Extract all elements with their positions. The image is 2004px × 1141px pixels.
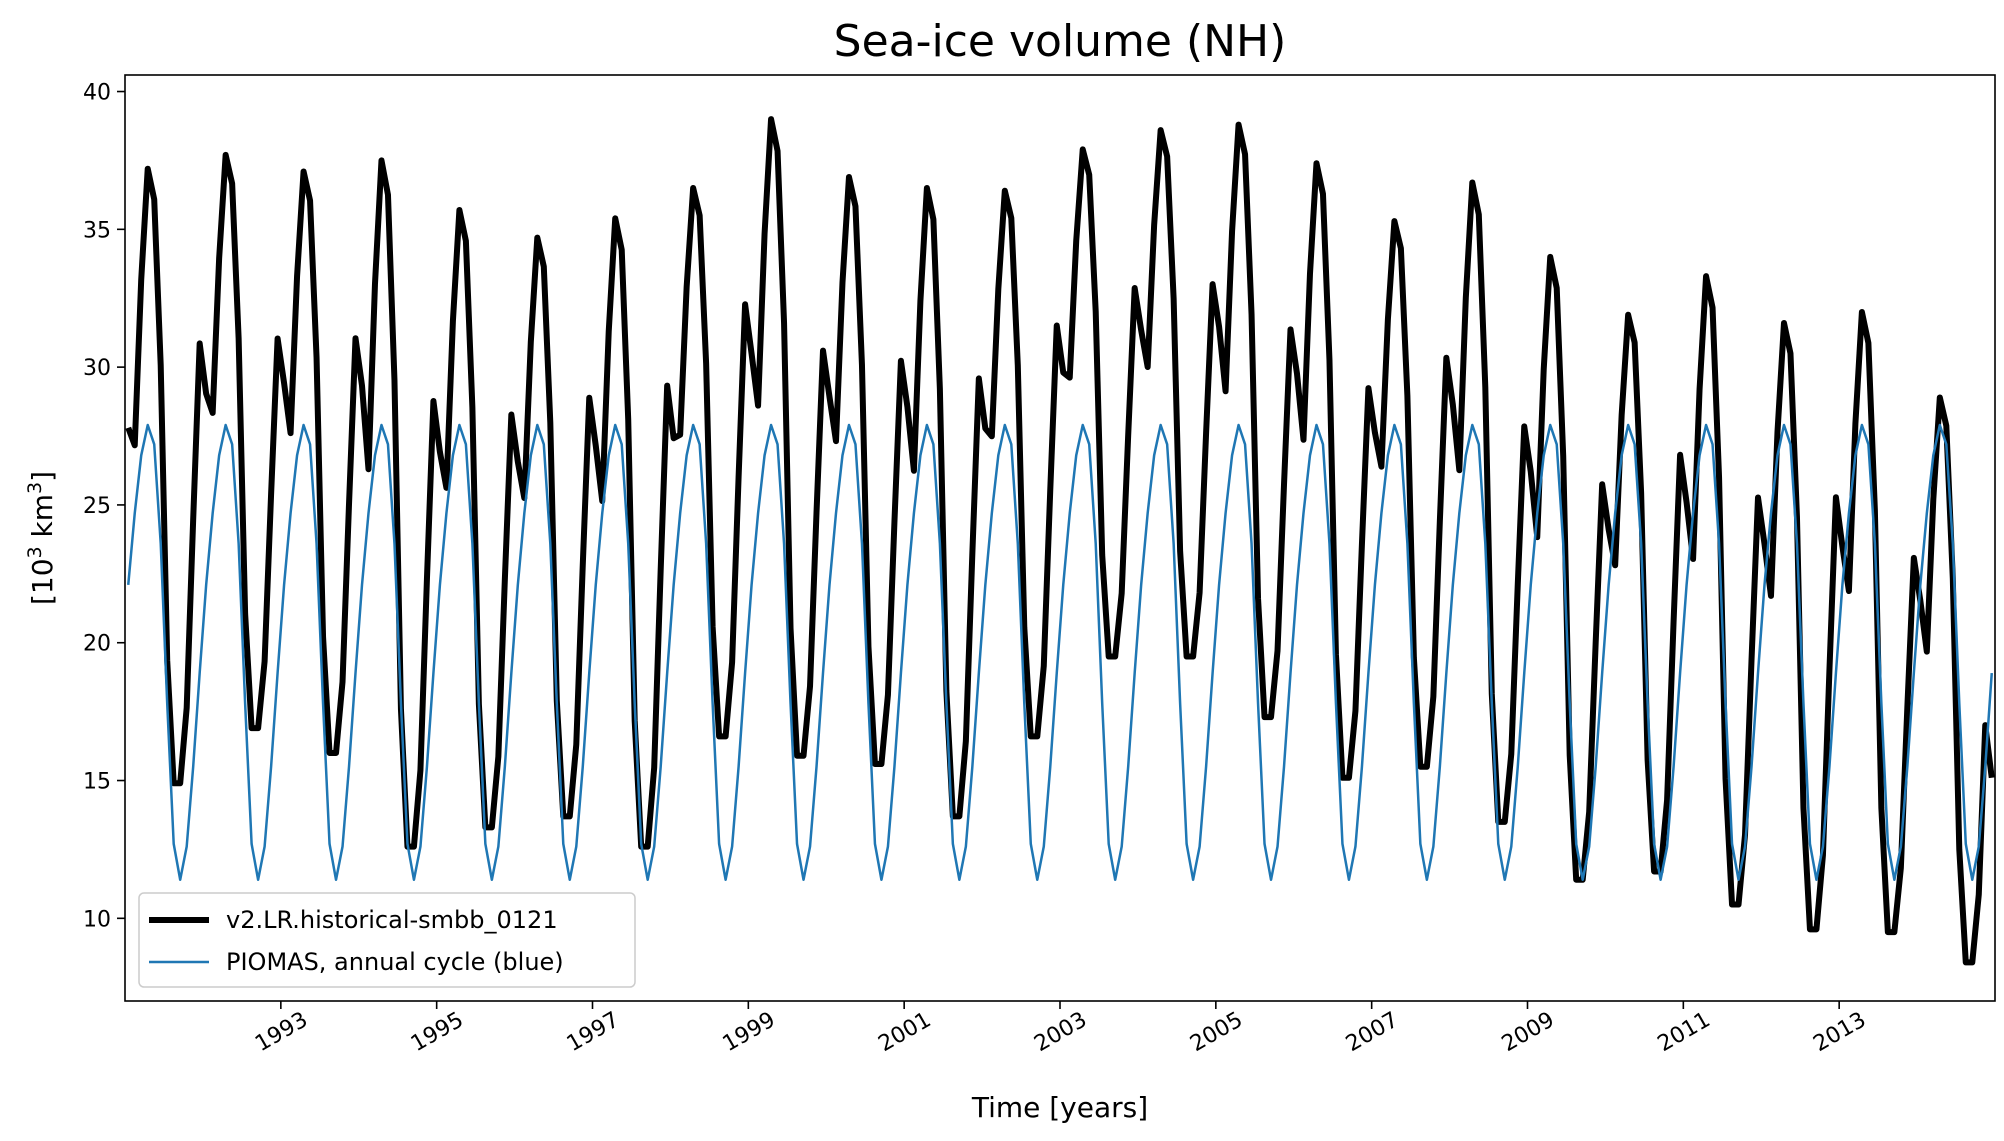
y-tick-label: 20	[83, 632, 111, 657]
x-tick-label: 2013	[1809, 1007, 1870, 1057]
y-tick-label: 30	[83, 356, 111, 381]
x-tick-label: 2005	[1186, 1007, 1247, 1057]
y-tick-label: 10	[83, 907, 111, 932]
x-axis-label: Time [years]	[971, 1091, 1148, 1124]
y-axis-ticks: 10 15 20 25 30 35 40	[83, 81, 125, 932]
legend-box	[138, 892, 636, 988]
series-line-model	[125, 116, 1995, 966]
legend-label-model: v2.LR.historical-smbb_0121	[226, 906, 558, 934]
legend: v2.LR.historical-smbb_0121 PIOMAS, annua…	[138, 892, 636, 988]
x-tick-label: 1999	[719, 1007, 780, 1057]
plot-frame	[124, 74, 1996, 1002]
series-layer	[125, 116, 1995, 966]
chart-title: Sea-ice volume (NH)	[834, 16, 1287, 67]
y-tick-label: 35	[83, 218, 111, 243]
y-tick-label: 25	[83, 494, 111, 519]
x-tick-label: 2001	[874, 1007, 935, 1057]
y-tick-label: 15	[83, 770, 111, 795]
series-line-piomas	[127, 423, 1993, 881]
x-tick-label: 2007	[1342, 1007, 1403, 1057]
x-tick-label: 1995	[407, 1007, 468, 1057]
x-axis-ticks: 1993 1995 1997 1999 2001 2003 2005 2007 2009 2011…	[251, 1001, 1870, 1057]
x-tick-label: 2003	[1030, 1007, 1091, 1057]
x-tick-label: 2011	[1654, 1007, 1715, 1057]
legend-label-piomas: PIOMAS, annual cycle (blue)	[226, 948, 564, 976]
x-tick-label: 1997	[563, 1007, 624, 1057]
y-axis-label: [103 km3]	[24, 471, 59, 605]
y-tick-label: 40	[83, 81, 111, 106]
x-tick-label: 1993	[251, 1007, 312, 1057]
x-tick-label: 2009	[1498, 1007, 1559, 1057]
